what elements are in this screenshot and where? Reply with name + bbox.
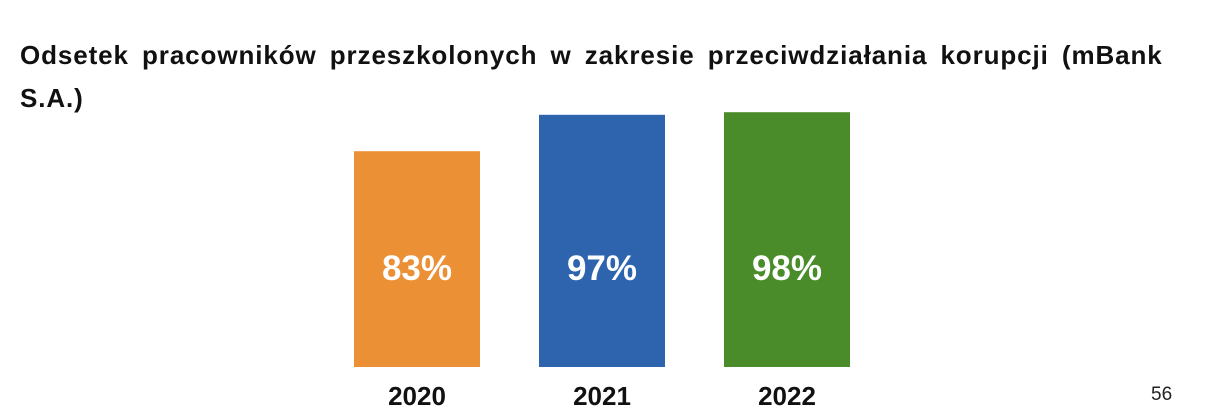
- bars-group: [354, 112, 850, 367]
- value-label-2022: 98%: [752, 249, 822, 288]
- bar-2021: [539, 114, 665, 367]
- x-tick-label-2021: 2021: [573, 381, 631, 411]
- value-label-2020: 83%: [382, 249, 452, 288]
- x-tick-label-2022: 2022: [758, 381, 816, 411]
- page-number: 56: [1151, 384, 1173, 405]
- chart-title: Odsetek pracowników przeszkolonych w zak…: [20, 40, 1163, 113]
- value-label-2021: 97%: [567, 249, 637, 288]
- bar-2022: [724, 112, 850, 367]
- x-tick-label-2020: 2020: [388, 381, 446, 411]
- bar-2020: [354, 151, 480, 367]
- value-labels-group: 83% 97% 98%: [382, 249, 822, 288]
- x-axis-tick-labels: 2020 2021 2022: [388, 381, 816, 411]
